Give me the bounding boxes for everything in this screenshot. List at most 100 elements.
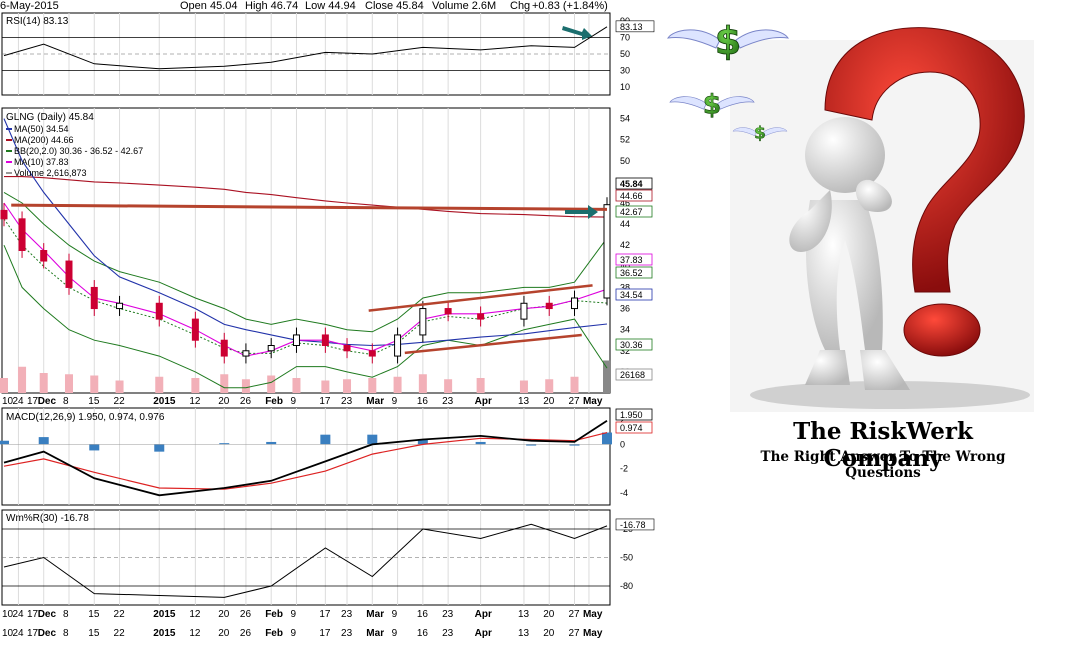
macd-signal-line [3,432,608,490]
rsi-tick-label: 10 [620,82,630,92]
question-mark-curve [824,27,1025,293]
x-axis-label-mid: 20 [218,609,230,620]
macd-histogram-bar [602,432,612,445]
x-axis-label-top: 24 [12,396,24,407]
price-tag-box [615,288,653,301]
winged-dollar-icon: $ [669,89,755,121]
volume-bar [519,380,528,393]
x-axis-label-mid: 20 [543,609,555,620]
rsi-value-tag [615,20,655,33]
x-axis-label-top: May [583,396,603,407]
x-axis-label-mid: 9 [290,609,296,620]
channel-lower-trendline [404,333,582,355]
macd-histogram-bar [219,443,230,445]
stock-chart: 9070503010RSI(14) 83.1383.13545250484644… [0,12,655,639]
volume-bar [18,366,27,393]
price-title: GLNG (Daily) 45.84 [6,112,94,123]
candle-body [191,318,199,341]
wing-left [669,96,707,110]
price-tick-label: 50 [620,156,630,166]
price-tick-label: 44 [620,219,630,229]
x-axis-label-mid: 9 [392,609,398,620]
x-axis-label-top: 15 [88,396,100,407]
volume-bar [90,375,99,393]
x-axis-label-top: 27 [569,396,581,407]
price-tag-label: 42.67 [620,207,643,217]
price-tick-label: 46 [620,198,630,208]
x-axis-label-mid: 27 [569,609,581,620]
x-axis-label-bottom: 13 [518,628,530,639]
macd-line [3,419,608,497]
x-axis-label-top: 8 [63,396,69,407]
rsi-tick-label: 70 [620,33,630,43]
candle-body [343,345,351,352]
x-axis-label-bottom: Apr [475,628,492,639]
x-axis-label-bottom: 26 [240,628,252,639]
wmr-tick-label: -80 [620,581,633,591]
x-axis-label-bottom: 22 [114,628,126,639]
macd-value-tag [615,408,653,421]
volume-bar [220,374,229,393]
volume-bar [115,380,124,393]
volume-bar [191,378,200,393]
quote-low: Low 44.94 [305,0,356,12]
candle-body [394,334,402,357]
x-axis-label-top: Mar [366,396,384,407]
legend-entry-3: MA(10) 37.83 [14,157,69,167]
legend-entry-0: MA(50) 34.54 [14,124,69,134]
macd-histogram-bar [320,434,331,445]
candle-body [40,250,48,262]
candle-body [292,334,300,347]
panel-frame-price [1,107,611,394]
brand-name: The RiskWerk Company [793,418,973,472]
macd-histogram-bar [0,440,9,445]
candle-body [477,313,485,320]
x-axis-label-top: 20 [218,396,230,407]
x-axis-label-bottom: 15 [88,628,100,639]
dollar-glyph: $ [703,89,722,120]
x-axis-label-bottom: 20 [543,628,555,639]
candle-body [90,286,98,310]
price-tag-box [615,177,653,190]
x-axis-label-mid: 24 [12,609,24,620]
figure-body [805,200,883,350]
x-axis-label-mid: 23 [442,609,454,620]
x-axis-label-top: 9 [392,396,398,407]
x-axis-label-bottom: 9 [392,628,398,639]
x-axis-label-bottom: 17 [319,628,331,639]
price-tag-label: 44.66 [620,191,643,201]
price-tick-label: 36 [620,304,630,314]
candle-body [267,345,275,352]
candle-body [520,302,528,320]
x-axis-label-mid: 16 [417,609,429,620]
volume-bar [343,379,352,393]
x-axis-label-top: Dec [38,396,57,407]
rsi-tick-label: 30 [620,65,630,75]
price-tag-label: 45.84 [620,179,643,189]
x-axis-label-mid: 15 [88,609,100,620]
macd-value-tag [615,421,653,434]
brand-block: The RiskWerk Company The Right Answer To… [732,412,1034,482]
quote-chg-value: +0.83 (+1.84%) [532,0,608,12]
wmr-title: Wm%R(30) -16.78 [6,513,89,524]
macd-histogram-bar [89,444,100,451]
x-axis-label-mid: 23 [341,609,353,620]
price-tag-label: 36.52 [620,268,643,278]
volume-bar [444,379,453,393]
x-axis-label-mid: Dec [38,609,57,620]
quote-high: High 46.74 [245,0,299,12]
x-axis-label-bottom: 23 [442,628,454,639]
x-axis-label-mid: 2015 [153,609,176,620]
x-axis-label-mid: 17 [319,609,331,620]
candle-body [18,218,26,251]
volume-bar [267,375,276,393]
macd-tick-label: 0 [620,439,625,449]
macd-value-label: 1.950 [620,410,643,420]
wmr-line [3,523,608,598]
volume-bar [0,378,8,393]
x-axis-label-bottom: Feb [265,628,283,639]
channel-upper-trendline [368,284,593,312]
x-axis-label-bottom: 16 [417,628,429,639]
x-axis-label-top: Feb [265,396,283,407]
ma200-line [4,176,608,218]
